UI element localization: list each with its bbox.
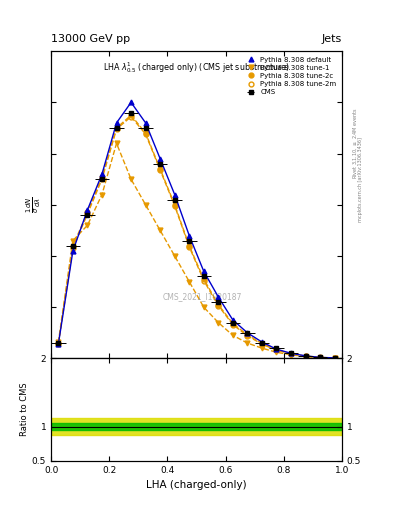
Pythia 8.308 tune-2c <box>231 321 235 327</box>
Pythia 8.308 tune-2c <box>173 202 177 208</box>
Pythia 8.308 tune-2c <box>202 276 206 282</box>
Pythia 8.308 tune-2c <box>158 166 163 172</box>
Pythia 8.308 tune-1 <box>303 354 308 360</box>
Text: LHA $\lambda^{1}_{0.5}$ (charged only) (CMS jet substructure): LHA $\lambda^{1}_{0.5}$ (charged only) (… <box>103 60 290 75</box>
Pythia 8.308 tune-2m <box>187 244 192 250</box>
Pythia 8.308 default <box>56 341 61 347</box>
Pythia 8.308 default <box>158 156 163 162</box>
Pythia 8.308 tune-2c <box>303 353 308 359</box>
Pythia 8.308 default <box>289 350 294 356</box>
Pythia 8.308 tune-2m <box>158 167 163 173</box>
Pythia 8.308 tune-1 <box>173 253 177 259</box>
Pythia 8.308 tune-1 <box>85 222 90 228</box>
Pythia 8.308 tune-2c <box>71 243 75 249</box>
Pythia 8.308 tune-2m <box>202 278 206 284</box>
Text: Jets: Jets <box>321 33 342 44</box>
Pythia 8.308 tune-2c <box>100 174 105 180</box>
Pythia 8.308 default <box>332 355 337 361</box>
Pythia 8.308 default <box>143 120 148 126</box>
Pythia 8.308 tune-2m <box>71 245 75 251</box>
Pythia 8.308 default <box>274 346 279 352</box>
Line: Pythia 8.308 tune-2c: Pythia 8.308 tune-2c <box>56 113 337 360</box>
Text: CMS_2021_I1920187: CMS_2021_I1920187 <box>163 292 242 302</box>
Pythia 8.308 tune-2c <box>332 355 337 361</box>
Pythia 8.308 tune-2c <box>187 243 192 249</box>
Text: 13000 GeV pp: 13000 GeV pp <box>51 33 130 44</box>
Pythia 8.308 tune-1 <box>100 191 105 198</box>
Pythia 8.308 default <box>202 268 206 274</box>
Pythia 8.308 tune-1 <box>274 349 279 355</box>
Pythia 8.308 tune-2c <box>56 340 61 346</box>
Pythia 8.308 tune-2m <box>85 211 90 217</box>
Pythia 8.308 tune-2c <box>260 340 264 347</box>
Pythia 8.308 tune-2c <box>114 125 119 131</box>
Pythia 8.308 tune-1 <box>231 332 235 338</box>
Pythia 8.308 tune-1 <box>245 340 250 346</box>
Pythia 8.308 default <box>245 330 250 336</box>
Pythia 8.308 tune-2m <box>245 333 250 339</box>
Pythia 8.308 tune-1 <box>202 304 206 310</box>
Pythia 8.308 default <box>71 248 75 254</box>
Pythia 8.308 tune-2m <box>260 341 264 347</box>
Pythia 8.308 tune-1 <box>216 319 221 326</box>
Pythia 8.308 default <box>216 294 221 300</box>
Pythia 8.308 tune-2m <box>143 131 148 137</box>
Pythia 8.308 tune-2m <box>173 203 177 209</box>
Line: Pythia 8.308 tune-1: Pythia 8.308 tune-1 <box>56 141 337 360</box>
Pythia 8.308 tune-2m <box>100 176 105 182</box>
Pythia 8.308 tune-1 <box>114 140 119 146</box>
Pythia 8.308 tune-2m <box>56 340 61 347</box>
Pythia 8.308 tune-1 <box>318 355 323 361</box>
Pythia 8.308 tune-2c <box>143 130 148 136</box>
Pythia 8.308 default <box>129 99 134 105</box>
Y-axis label: $\frac{1}{\sigma}\frac{dN}{d\lambda}$: $\frac{1}{\sigma}\frac{dN}{d\lambda}$ <box>25 196 44 214</box>
Pythia 8.308 default <box>187 232 192 239</box>
Pythia 8.308 default <box>114 120 119 126</box>
Pythia 8.308 tune-2m <box>231 322 235 328</box>
Line: Pythia 8.308 tune-2m: Pythia 8.308 tune-2m <box>56 114 337 360</box>
Pythia 8.308 tune-2c <box>289 351 294 357</box>
Pythia 8.308 tune-1 <box>289 352 294 358</box>
Pythia 8.308 default <box>260 339 264 345</box>
Pythia 8.308 tune-2m <box>129 114 134 120</box>
Legend: Pythia 8.308 default, Pythia 8.308 tune-1, Pythia 8.308 tune-2c, Pythia 8.308 tu: Pythia 8.308 default, Pythia 8.308 tune-… <box>241 55 338 97</box>
Pythia 8.308 tune-2c <box>216 302 221 308</box>
Pythia 8.308 tune-1 <box>158 227 163 233</box>
Pythia 8.308 tune-1 <box>260 345 264 351</box>
Pythia 8.308 tune-2m <box>303 353 308 359</box>
Pythia 8.308 tune-2m <box>318 354 323 360</box>
Pythia 8.308 tune-2c <box>245 332 250 338</box>
Line: Pythia 8.308 default: Pythia 8.308 default <box>56 100 337 360</box>
Pythia 8.308 tune-1 <box>332 355 337 361</box>
Pythia 8.308 default <box>173 191 177 198</box>
Pythia 8.308 default <box>100 171 105 177</box>
Pythia 8.308 tune-1 <box>187 279 192 285</box>
Pythia 8.308 tune-1 <box>143 202 148 208</box>
Pythia 8.308 default <box>231 317 235 323</box>
Pythia 8.308 tune-2c <box>85 209 90 216</box>
Pythia 8.308 tune-1 <box>71 238 75 244</box>
Pythia 8.308 tune-2m <box>274 347 279 353</box>
Pythia 8.308 tune-2c <box>318 354 323 360</box>
Text: mcplots.cern.ch [arXiv:1306.3436]: mcplots.cern.ch [arXiv:1306.3436] <box>358 137 363 222</box>
Pythia 8.308 tune-2c <box>274 347 279 353</box>
Pythia 8.308 tune-2m <box>114 126 119 132</box>
Y-axis label: Ratio to CMS: Ratio to CMS <box>20 383 29 436</box>
Pythia 8.308 tune-2c <box>129 112 134 118</box>
Pythia 8.308 tune-1 <box>56 339 61 345</box>
Pythia 8.308 tune-1 <box>129 176 134 182</box>
Pythia 8.308 default <box>85 207 90 213</box>
Pythia 8.308 default <box>318 354 323 360</box>
Pythia 8.308 tune-2m <box>289 351 294 357</box>
Pythia 8.308 tune-2m <box>216 303 221 309</box>
Pythia 8.308 tune-2m <box>332 355 337 361</box>
Text: Rivet 3.1.10, $\geq$ 2.4M events: Rivet 3.1.10, $\geq$ 2.4M events <box>351 108 359 179</box>
X-axis label: LHA (charged-only): LHA (charged-only) <box>146 480 247 490</box>
Pythia 8.308 default <box>303 353 308 359</box>
